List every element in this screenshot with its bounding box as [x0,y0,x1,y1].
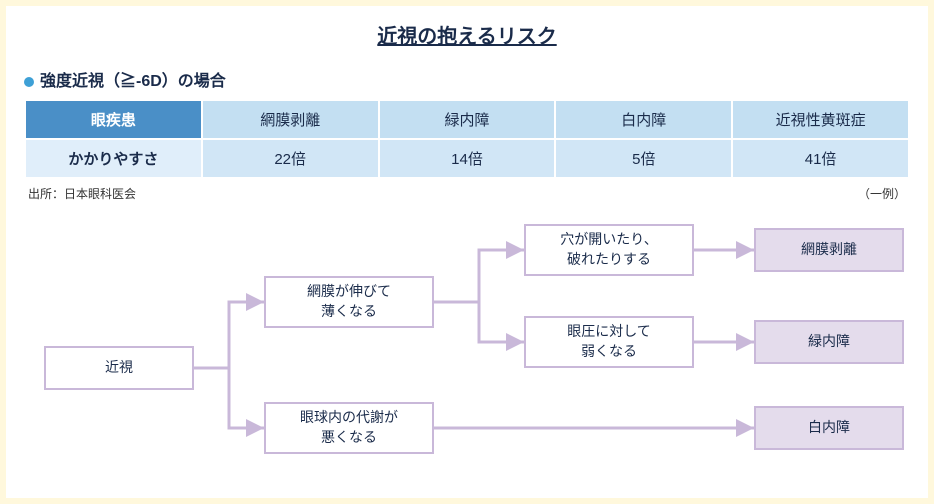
flowchart: 近視 網膜が伸びて薄くなる眼球内の代謝が悪くなる 穴が開いたり、破れたりする眼圧に対… [24,206,910,466]
flow-node-n_press: 眼圧に対して弱くなる [524,316,694,368]
th-0: 眼疾患 [26,101,201,138]
bullet-icon [24,77,34,87]
subtitle: 強度近視（≧-6D）の場合 [24,67,910,91]
td-4: 41倍 [733,140,908,177]
source-row: 出所：日本眼科医会 （一例） [24,185,910,202]
td-0: かかりやすさ [26,140,201,177]
flow-node-n_r3: 白内障 [754,406,904,450]
source-text: 出所：日本眼科医会 [28,185,136,202]
flow-node-n_metab: 眼球内の代謝が悪くなる [264,402,434,454]
subtitle-text: 強度近視（≧-6D）の場合 [40,73,226,90]
flow-node-n_r1: 網膜剥離 [754,228,904,272]
risk-table: 眼疾患 網膜剥離 緑内障 白内障 近視性黄斑症 かかりやすさ 22倍 14倍 5… [24,99,910,179]
td-2: 14倍 [380,140,555,177]
flow-node-n_start: 近視 [44,346,194,390]
flow-node-n_hole: 穴が開いたり、破れたりする [524,224,694,276]
th-2: 緑内障 [380,101,555,138]
th-1: 網膜剥離 [203,101,378,138]
th-4: 近視性黄斑症 [733,101,908,138]
th-3: 白内障 [556,101,731,138]
page-title: 近視の抱えるリスク [24,20,910,49]
td-1: 22倍 [203,140,378,177]
td-3: 5倍 [556,140,731,177]
flow-node-n_retina: 網膜が伸びて薄くなる [264,276,434,328]
outer-frame: 近視の抱えるリスク 強度近視（≧-6D）の場合 眼疾患 網膜剥離 緑内障 白内障… [0,0,934,504]
flow-node-n_r2: 緑内障 [754,320,904,364]
example-note: （一例） [858,185,906,202]
inner-panel: 近視の抱えるリスク 強度近視（≧-6D）の場合 眼疾患 網膜剥離 緑内障 白内障… [6,6,928,498]
table-header-row: 眼疾患 網膜剥離 緑内障 白内障 近視性黄斑症 [26,101,908,138]
table-data-row: かかりやすさ 22倍 14倍 5倍 41倍 [26,140,908,177]
